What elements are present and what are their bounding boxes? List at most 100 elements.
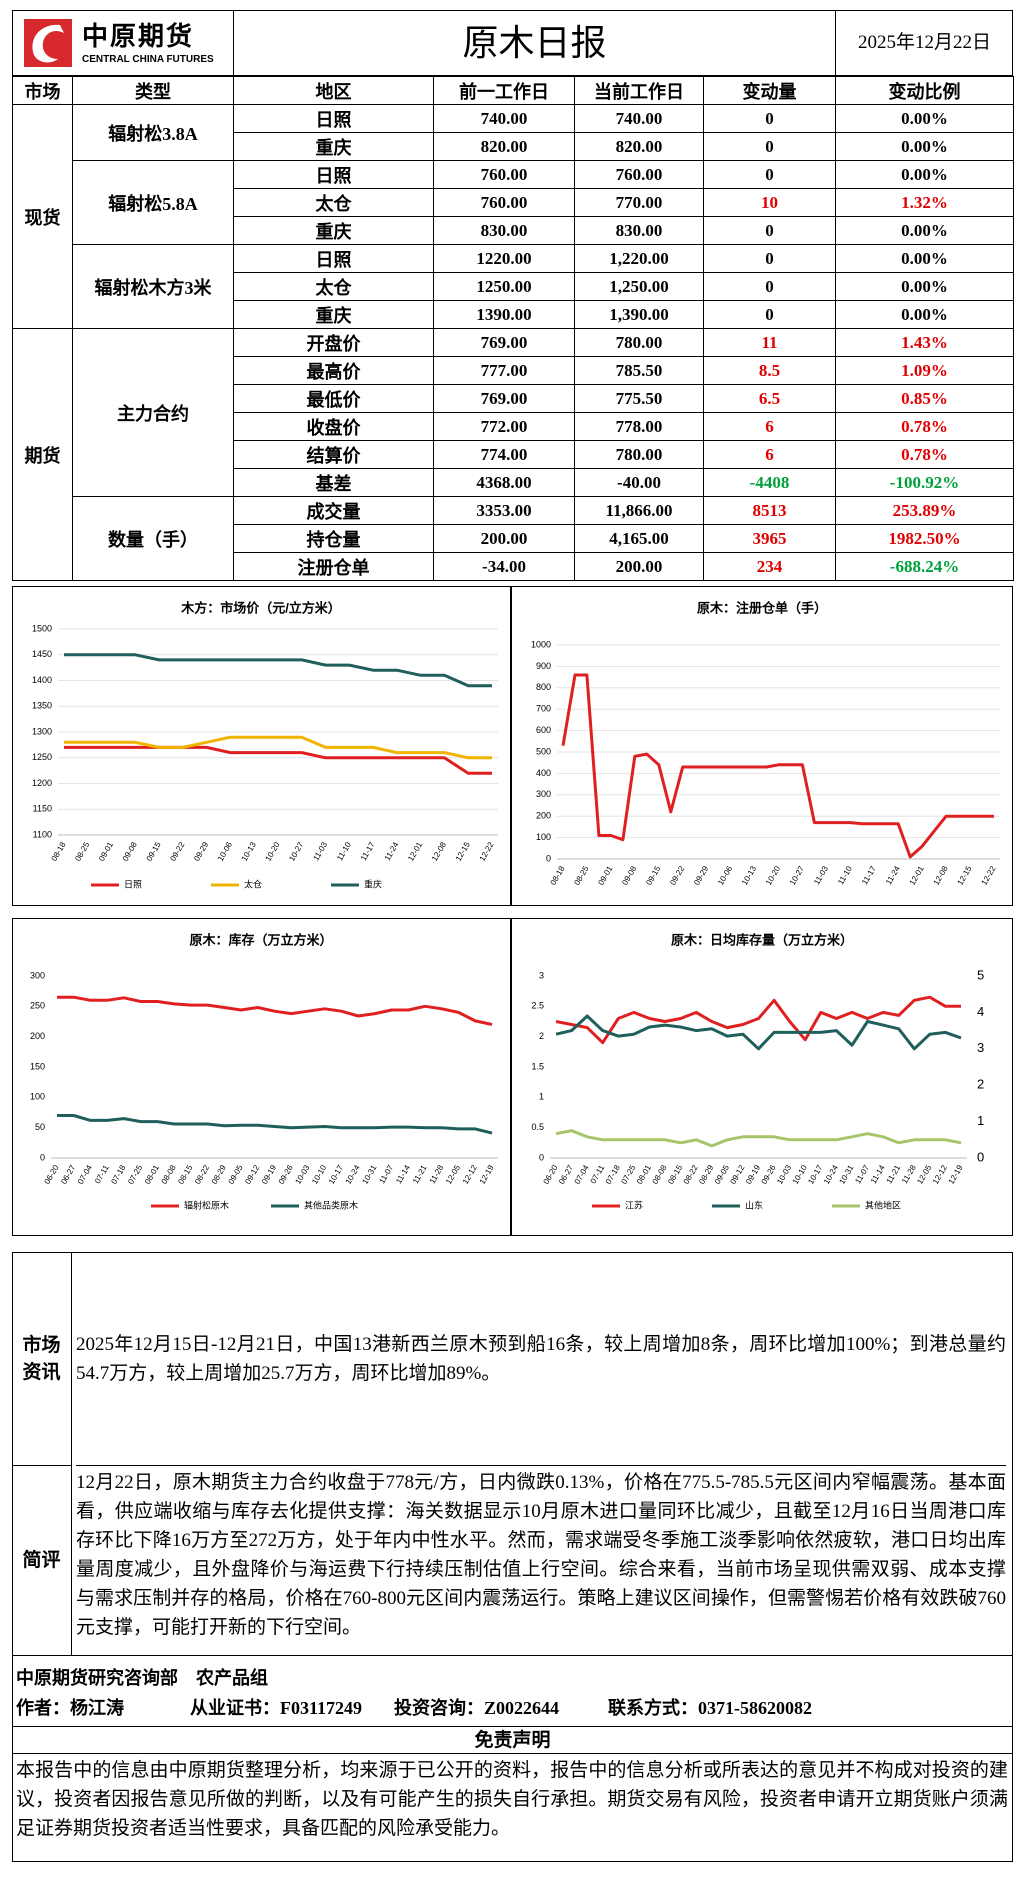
cell: -34.00 [433,552,575,581]
x-tick-label: 09-05 [227,1163,245,1186]
y-tick-label: 150 [30,1061,45,1071]
section-body: 2025年12月15日-12月21日，中国13港新西兰原木预到船16条，较上周增… [76,1252,1006,1466]
x-tick-label: 08-08 [160,1163,178,1186]
market-cell: 期货 [12,328,73,581]
header-row: 市场 类型 地区 前一工作日 当前工作日 变动量 变动比例 [12,76,1014,105]
x-tick-label: 12-08 [932,864,950,887]
cell: 780.00 [574,440,704,469]
x-tick-label: 10-06 [716,864,734,887]
y-tick-label: 1500 [32,623,52,633]
cell: 1982.50% [835,524,1014,553]
cell: 10 [703,188,836,217]
chart: 原木：日均库存量（万立方米）00.511.522.5301234506-2006… [531,932,984,1210]
column-header: 地区 [233,76,434,105]
cell: 0 [703,300,836,329]
x-tick-label: 09-22 [168,840,186,863]
cell: 4,165.00 [574,524,704,553]
x-tick-label: 12-15 [454,840,472,863]
section-label: 简评 [12,1466,72,1655]
column-header: 市场 [12,76,73,105]
cell: 0.78% [835,412,1014,441]
cell: 6 [703,440,836,469]
table-row: 重庆 830.00 830.00 0 0.00% [13,216,1014,245]
cell: 11,866.00 [574,496,704,525]
cell: 769.00 [433,384,575,413]
comment-text: 12月22日，原木期货主力合约收盘于778元/方，日内微跌0.13%，价格在77… [76,1472,1006,1638]
cell: -688.24% [835,552,1014,581]
y-tick-label: 800 [536,682,551,692]
section-label: 市场资讯 [12,1252,72,1466]
cell: 1.43% [835,328,1014,357]
footer: 中原期货研究咨询部 农产品组 作者：杨江涛 从业证书：F03117249 投资咨… [12,1655,1013,1727]
cell: 760.00 [433,160,575,189]
x-tick-label: 09-29 [692,864,710,887]
y2-tick-label: 2 [977,1077,984,1092]
x-tick-label: 11-24 [383,840,401,862]
cell: 0.85% [835,384,1014,413]
table-row: 持仓量 200.00 4,165.00 3965 1982.50% [13,524,1014,553]
y-tick-label: 1250 [32,752,52,762]
divider [510,586,512,906]
table-row: 期货 主力合约 开盘价 769.00 780.00 11 1.43% [12,328,1014,581]
x-tick-label: 12-08 [430,840,448,863]
x-tick-label: 06-20 [43,1163,61,1186]
x-tick-label: 10-03 [293,1163,311,1186]
x-tick-label: 10-13 [240,840,258,863]
cell: 重庆 [233,300,434,329]
y-tick-label: 1350 [32,701,52,711]
y-tick-label: 1 [539,1092,544,1102]
legend-label: 辐射松原木 [184,1199,229,1210]
y-tick-label: 2 [539,1031,544,1041]
series-line [555,1129,962,1148]
y-tick-label: 1400 [32,675,52,685]
x-tick-label: 10-10 [310,1163,328,1186]
cell: 785.50 [574,356,704,385]
x-tick-label: 11-10 [836,864,854,886]
table-row: 数量（手） 成交量 3353.00 11,866.00 8513 253.89% [13,496,1014,581]
x-tick-label: 10-20 [264,840,282,863]
x-tick-label: 09-15 [644,864,662,887]
x-tick-label: 12-05 [444,1163,462,1186]
x-tick-label: 12-12 [461,1163,479,1186]
x-tick-label: 06-27 [59,1163,77,1186]
x-tick-label: 12-01 [406,840,424,863]
cell: 结算价 [233,440,434,469]
legend-label: 其他品类原木 [304,1199,358,1210]
table-row: 注册仓单 -34.00 200.00 234 -688.24% [13,552,1014,581]
x-tick-label: 10-13 [740,864,758,887]
table-row: 结算价 774.00 780.00 6 0.78% [13,440,1014,469]
y-tick-label: 100 [536,832,551,842]
table-row: 基差 4368.00 -40.00 -4408 -100.92% [13,468,1014,497]
y-tick-label: 300 [30,970,45,980]
y-tick-label: 50 [35,1122,45,1132]
cell: 0 [703,104,836,133]
text-panel [12,1252,1013,1862]
y-tick-label: 0 [40,1152,45,1162]
contact: 联系方式：0371-58620082 [608,1698,812,1718]
x-tick-label: 07-18 [109,1163,127,1186]
cell: 0 [703,132,836,161]
cell: 1,250.00 [574,272,704,301]
y-tick-label: 600 [536,725,551,735]
x-tick-label: 11-03 [812,864,830,886]
y-tick-label: 400 [536,768,551,778]
x-tick-label: 08-18 [50,840,68,863]
cell: 780.00 [574,328,704,357]
y-tick-label: 1.5 [531,1061,544,1071]
cell: 820.00 [433,132,575,161]
cell: 0 [703,216,836,245]
cell: 3965 [703,524,836,553]
column-header: 变动比例 [835,76,1014,105]
table-row: 最高价 777.00 785.50 8.5 1.09% [13,356,1014,385]
title: 原木日报 [462,23,607,63]
cell: 基差 [233,468,434,497]
y-tick-label: 1100 [33,829,52,839]
cell: 200.00 [574,552,704,581]
y-tick-label: 1000 [531,639,551,649]
y2-tick-label: 3 [977,1040,984,1055]
cell: 太仓 [233,272,434,301]
x-tick-label: 08-25 [73,840,91,863]
cell: 1.32% [835,188,1014,217]
legend-label: 其他地区 [865,1199,901,1210]
